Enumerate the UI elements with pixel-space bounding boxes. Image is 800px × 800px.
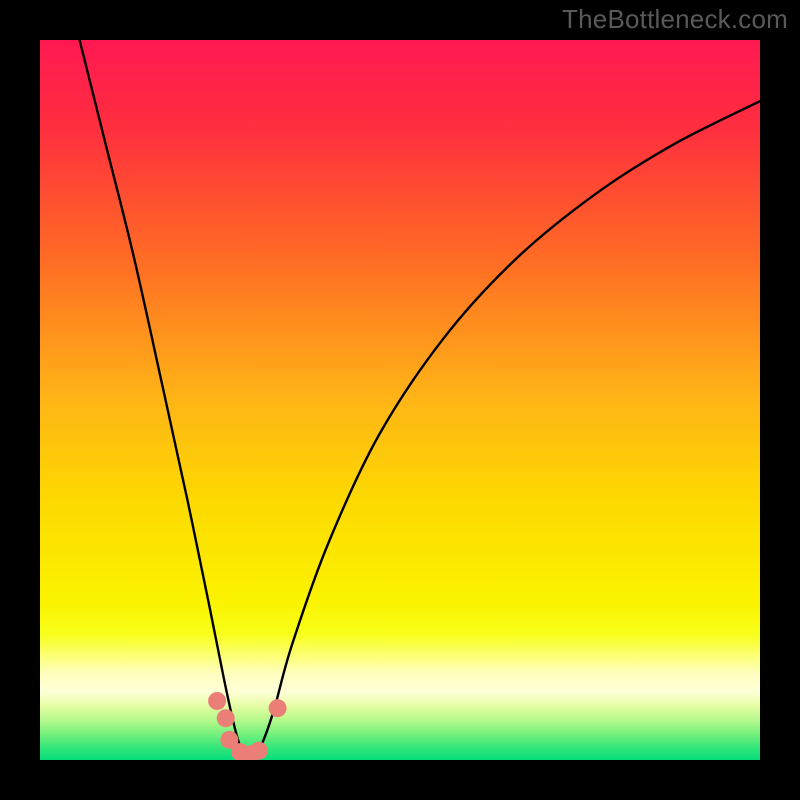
curve-layer xyxy=(40,40,760,760)
curve-valley-markers xyxy=(208,692,286,760)
bottleneck-curve xyxy=(80,40,760,758)
valley-marker xyxy=(269,699,287,717)
watermark-text: TheBottleneck.com xyxy=(562,4,788,35)
valley-marker xyxy=(250,742,268,760)
valley-marker xyxy=(217,709,235,727)
plot-area xyxy=(40,40,760,760)
chart-frame: TheBottleneck.com xyxy=(0,0,800,800)
valley-marker xyxy=(208,692,226,710)
